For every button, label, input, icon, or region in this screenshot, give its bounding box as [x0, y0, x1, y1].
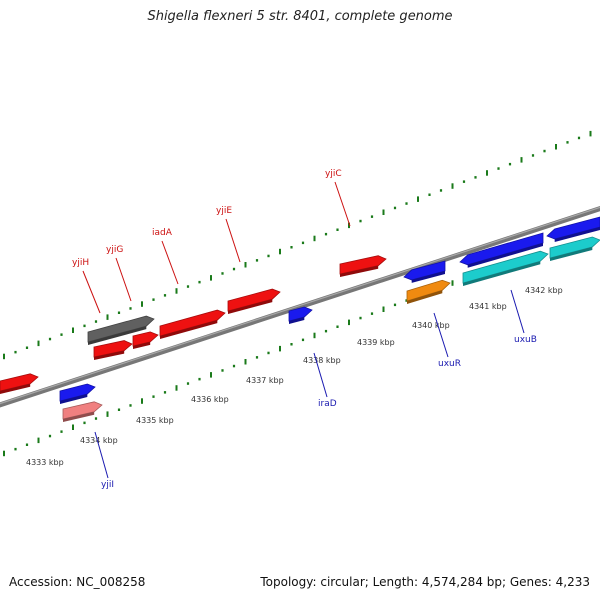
- map-labels: 4333 kbp 4334 kbp 4335 kbp 4336 kbp 4337 kbp…: [26, 169, 563, 490]
- accession-text: Accession: NC_008258: [9, 575, 146, 589]
- scale-label: 4334 kbp: [80, 436, 118, 445]
- gene-arrow-shade: [407, 290, 443, 304]
- gene-label: iadA: [152, 228, 173, 238]
- upper-tick-track: [3, 130, 592, 360]
- gene-arrow-shade: [340, 265, 379, 277]
- label-leader: [334, 181, 351, 227]
- gene-label: iraD: [318, 399, 337, 409]
- scale-label: 4337 kbp: [246, 376, 284, 385]
- gene-arrow: [0, 373, 39, 394]
- gene-label: uxuB: [514, 335, 537, 345]
- gene-label: yjiI: [101, 480, 114, 490]
- gene-arrow: [87, 315, 155, 345]
- label-leader: [433, 312, 449, 358]
- tick-marks: [3, 130, 592, 457]
- gene-arrow-body: [132, 331, 159, 347]
- gene-arrow-shade: [60, 394, 88, 404]
- gene-label: uxuR: [438, 359, 461, 369]
- gene-arrow-shade: [554, 227, 600, 242]
- gene-arrow-shade: [0, 383, 31, 394]
- gene-arrow-shade: [550, 247, 593, 261]
- scale-label: 4339 kbp: [357, 338, 395, 347]
- gene-arrow: [59, 383, 96, 404]
- gene-label: yjiE: [216, 206, 232, 216]
- genome-title: Shigella flexneri 5 str. 8401, complete …: [147, 9, 453, 24]
- gene-arrow: [62, 401, 103, 422]
- gene-arrow: [339, 255, 387, 277]
- gene-arrow: [403, 260, 446, 283]
- gene-arrow: [227, 288, 281, 314]
- backbone-line: [0, 206, 600, 408]
- gene-arrow-body: [0, 373, 39, 392]
- label-leader: [94, 431, 109, 479]
- gene-arrow: [546, 216, 600, 242]
- gene-arrow-body: [227, 288, 281, 312]
- gene-arrow: [462, 250, 549, 286]
- gene-arrow-body: [406, 279, 451, 302]
- label-leader: [225, 218, 241, 263]
- gene-arrow: [549, 236, 600, 261]
- gene-label: yjiG: [106, 245, 123, 255]
- label-leader: [82, 270, 101, 314]
- gene-arrow-body: [62, 401, 103, 420]
- gene-arrow: [159, 309, 226, 339]
- gene-label: yjiH: [72, 258, 89, 268]
- lower-tick-track: [3, 280, 454, 457]
- gene-arrow-shade: [94, 350, 125, 360]
- genome-backbone: [0, 206, 600, 408]
- label-leader: [313, 352, 328, 398]
- gene-arrow-shade: [228, 299, 273, 314]
- label-leader: [510, 289, 525, 334]
- scale-label: 4335 kbp: [136, 416, 174, 425]
- backbone-highlight: [0, 206, 600, 405]
- gene-arrow: [459, 232, 544, 268]
- topology-text: Topology: circular; Length: 4,574,284 bp…: [260, 575, 590, 589]
- gene-arrow: [406, 279, 451, 304]
- gene-arrow-body: [403, 260, 446, 281]
- gene-arrow-body: [339, 255, 387, 275]
- gene-label: yjiC: [325, 169, 342, 179]
- scale-label: 4342 kbp: [525, 286, 563, 295]
- gene-arrow-body: [546, 216, 600, 240]
- gene-arrow-body: [59, 383, 96, 402]
- gene-arrow-shade: [411, 271, 445, 283]
- label-leader: [161, 240, 179, 285]
- gene-arrow-shade: [133, 341, 151, 349]
- gene-arrow-body: [93, 340, 133, 358]
- gene-arrow-shade: [63, 411, 95, 422]
- gene-arrow-body: [459, 232, 544, 266]
- gene-arrow-body: [87, 315, 155, 343]
- gene-arrow-body: [288, 306, 313, 322]
- gene-features: [0, 216, 600, 422]
- gene-arrow-shade: [160, 320, 218, 339]
- gene-arrow: [93, 340, 133, 360]
- gene-arrow: [132, 331, 159, 349]
- gene-arrow-shade: [289, 317, 305, 324]
- scale-label: 4338 kbp: [303, 356, 341, 365]
- gene-arrow-body: [159, 309, 226, 337]
- scale-label: 4340 kbp: [412, 321, 450, 330]
- gene-arrow-shade: [463, 261, 541, 286]
- scale-label: 4341 kbp: [469, 302, 507, 311]
- scale-label: 4336 kbp: [191, 395, 229, 404]
- gene-arrow-shade: [88, 326, 147, 345]
- label-leader: [115, 257, 132, 302]
- gene-arrow: [288, 306, 313, 324]
- gene-arrow-body: [462, 250, 549, 284]
- gene-arrow-shade: [467, 243, 543, 268]
- scale-label: 4333 kbp: [26, 458, 64, 467]
- gene-arrow-body: [549, 236, 600, 259]
